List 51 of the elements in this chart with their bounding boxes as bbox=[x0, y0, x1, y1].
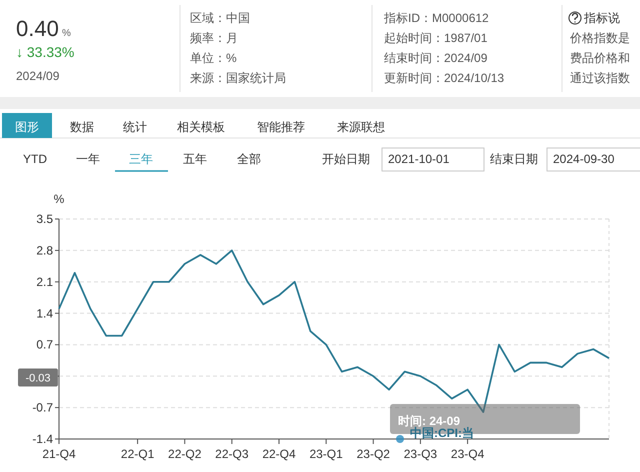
x-tick-label: 23-Q4 bbox=[450, 447, 485, 461]
text: 指标说 bbox=[583, 11, 620, 25]
y-tick-label: -0.7 bbox=[32, 400, 54, 415]
annotation: -0.03 bbox=[25, 372, 51, 384]
text: 0.40 bbox=[16, 16, 59, 41]
text: 五年 bbox=[183, 152, 207, 166]
x-tick-label: 22-Q1 bbox=[120, 447, 155, 461]
text: 来源联想 bbox=[337, 120, 385, 134]
x-tick-label: 23-Q1 bbox=[309, 447, 344, 461]
text: 区域：中国 bbox=[190, 11, 250, 25]
text: 2021-10-01 bbox=[388, 152, 450, 166]
y-tick-label: 3.5 bbox=[36, 212, 54, 226]
x-tick-label: 22-Q2 bbox=[168, 447, 202, 461]
x-tick-label: 22-Q4 bbox=[262, 447, 296, 461]
text: 2024/09 bbox=[16, 69, 60, 83]
y-tick-label: 1.4 bbox=[36, 306, 54, 320]
text: 结束日期 bbox=[490, 152, 538, 166]
text: 一年 bbox=[76, 152, 100, 166]
text: 智能推荐 bbox=[257, 120, 305, 134]
text: 费品价格和 bbox=[570, 51, 630, 65]
x-tick-label: 22-Q3 bbox=[215, 447, 249, 461]
line-series bbox=[58, 250, 610, 413]
text: 图形 bbox=[15, 120, 39, 134]
text: 三年 bbox=[129, 152, 153, 166]
x-tick-label: 21-Q4 bbox=[42, 447, 76, 461]
text: 结束时间：2024/09 bbox=[384, 51, 488, 65]
text: 统计 bbox=[123, 120, 147, 134]
text: 相关模板 bbox=[177, 120, 225, 134]
text: 频率：月 bbox=[190, 31, 238, 45]
text: 全部 bbox=[237, 152, 261, 166]
text: % bbox=[62, 28, 71, 39]
text: 开始日期 bbox=[322, 152, 370, 166]
text: 单位：% bbox=[190, 51, 237, 65]
source-note: 来源：国家统计局 bbox=[190, 71, 286, 85]
y-tick-label: 2.1 bbox=[36, 274, 54, 289]
x-tick-label: 23-Q2 bbox=[356, 447, 390, 461]
y-tick-label: -1.4 bbox=[32, 432, 54, 446]
y-tick-label: 0.7 bbox=[36, 338, 54, 352]
text: YTD bbox=[23, 152, 48, 166]
text: 指标ID：M0000612 bbox=[383, 11, 490, 25]
text: 通过该指数 bbox=[570, 71, 630, 85]
text: 起始时间：1987/01 bbox=[384, 31, 488, 45]
text: 更新时间：2024/10/13 bbox=[384, 71, 504, 85]
text: 数据 bbox=[70, 120, 94, 134]
text: 2024-09-30 bbox=[553, 152, 615, 166]
y-axis-title: % bbox=[54, 192, 65, 206]
annotation: 时间: 24-09 bbox=[398, 414, 460, 428]
text: ↓ 33.33% bbox=[16, 44, 74, 60]
text: 价格指数是 bbox=[569, 31, 630, 45]
x-tick-label: 23-Q3 bbox=[404, 447, 438, 461]
y-tick-label: 2.8 bbox=[36, 243, 54, 258]
